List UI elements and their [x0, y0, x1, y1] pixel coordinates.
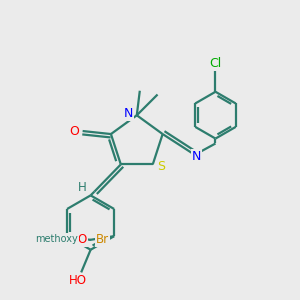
Text: N: N	[124, 107, 133, 120]
Text: O: O	[69, 124, 79, 137]
Text: Br: Br	[96, 233, 109, 246]
Text: S: S	[157, 160, 165, 173]
Text: Cl: Cl	[209, 57, 222, 70]
Text: N: N	[192, 150, 201, 163]
Text: HO: HO	[68, 274, 86, 287]
Text: methoxy: methoxy	[35, 234, 78, 244]
Text: O: O	[77, 233, 87, 246]
Text: H: H	[78, 181, 87, 194]
